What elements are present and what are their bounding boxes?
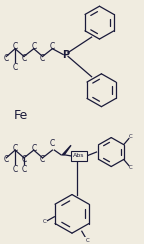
Text: P: P: [62, 50, 70, 60]
Text: C: C: [31, 144, 36, 153]
Text: Abs: Abs: [73, 153, 85, 158]
Text: C: C: [21, 54, 27, 63]
Text: C: C: [86, 238, 90, 244]
Text: C: C: [4, 54, 9, 63]
Text: C: C: [129, 134, 133, 139]
Text: C: C: [13, 165, 18, 173]
Text: C: C: [43, 219, 46, 224]
Text: C: C: [21, 165, 27, 173]
Bar: [71, 151, 87, 161]
Text: C: C: [13, 144, 18, 153]
Text: C: C: [50, 139, 55, 148]
Text: C: C: [21, 155, 27, 164]
Text: C: C: [13, 63, 18, 72]
Text: C: C: [31, 42, 36, 51]
Text: C: C: [40, 155, 45, 164]
Text: C: C: [40, 54, 45, 63]
Text: C: C: [50, 42, 55, 51]
Text: C: C: [13, 42, 18, 51]
Text: Fe: Fe: [14, 109, 28, 122]
Polygon shape: [62, 145, 71, 155]
Text: C: C: [4, 155, 9, 164]
Text: C: C: [129, 165, 133, 170]
